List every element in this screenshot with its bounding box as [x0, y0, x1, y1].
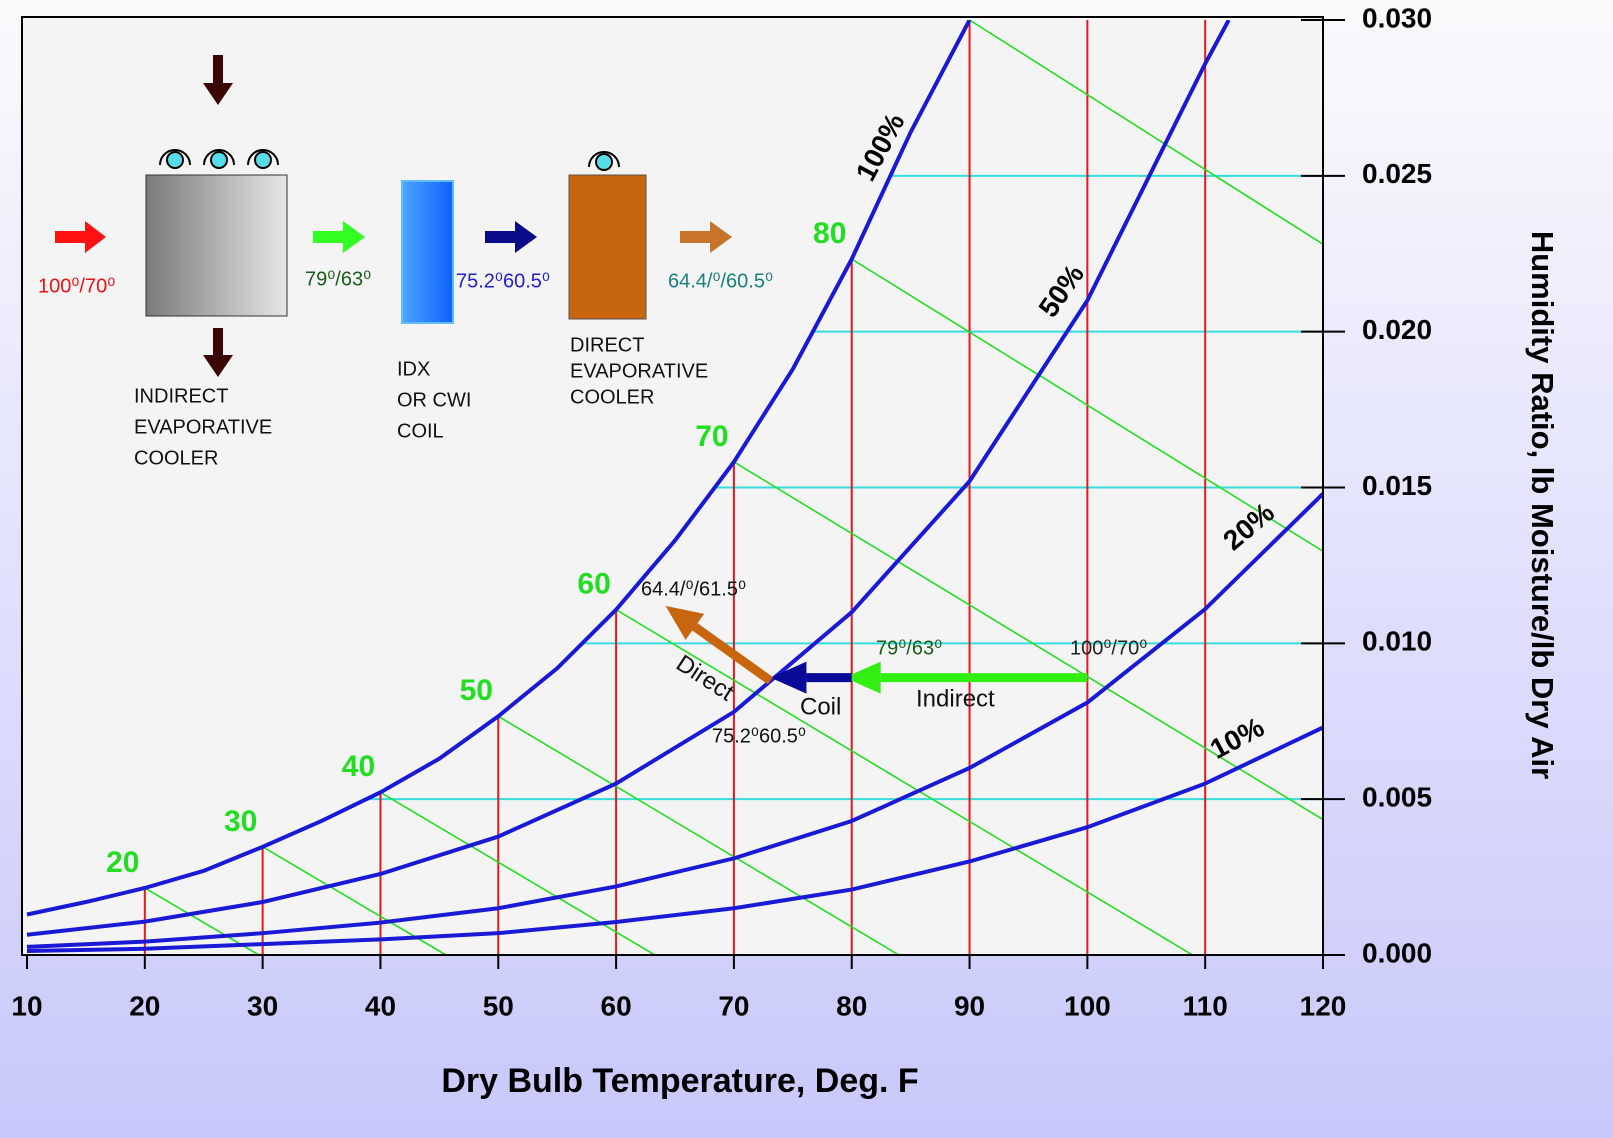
- wet-bulb-line: [851, 258, 1324, 552]
- x-tick-label: 20: [129, 990, 160, 1021]
- wet-bulb-line: [733, 461, 1324, 821]
- x-tick-label: 110: [1183, 990, 1228, 1021]
- state-label: 79⁰/63⁰: [305, 268, 371, 290]
- y-tick-label: 0.005: [1362, 782, 1432, 813]
- wet-bulb-label: 60: [577, 568, 610, 601]
- component-label: IDX: [397, 358, 430, 380]
- fans: [159, 149, 620, 171]
- arrow: [313, 221, 365, 253]
- process-arrowhead: [665, 605, 705, 640]
- schematic: 100⁰/70⁰ 79⁰/63⁰ 75.2⁰60.5⁰ 64.4/⁰/60.5⁰…: [38, 55, 773, 469]
- indirect-cooler-box: [145, 174, 288, 317]
- rh-curve: [26, 725, 1323, 953]
- wet-bulb-line: [380, 791, 656, 956]
- x-tick-label: 80: [836, 990, 867, 1021]
- y-tick-label: 0.015: [1362, 470, 1432, 501]
- x-tick-label: 30: [247, 990, 278, 1021]
- y-tick-label: 0.025: [1362, 158, 1432, 189]
- fan: [254, 151, 272, 169]
- component-label: EVAPORATIVE: [570, 360, 708, 382]
- process-label: Coil: [800, 693, 841, 720]
- component-label: COOLER: [134, 447, 218, 469]
- process-arrowhead: [770, 661, 807, 694]
- state-label: 64.4/⁰/60.5⁰: [668, 270, 773, 292]
- wet-bulb-label: 30: [224, 805, 257, 838]
- state-label: 64.4/⁰/61.5⁰: [641, 578, 746, 600]
- state-label: 75.2⁰60.5⁰: [456, 270, 550, 292]
- state-label: 100⁰/70⁰: [1070, 637, 1147, 659]
- x-axis-label: Dry Bulb Temperature, Deg. F: [441, 1062, 918, 1100]
- component-label: INDIRECT: [134, 385, 228, 407]
- arrow: [203, 328, 233, 377]
- fan: [210, 151, 228, 169]
- component-label: DIRECT: [570, 334, 644, 356]
- state-label: 75.2⁰60.5⁰: [712, 725, 806, 747]
- component-label: OR CWI: [397, 389, 471, 411]
- process-label: Indirect: [916, 685, 995, 712]
- diagram-labels: 100⁰/70⁰ 79⁰/63⁰ 75.2⁰60.5⁰ 64.4/⁰/60.5⁰…: [38, 268, 773, 469]
- rh-curve: [26, 20, 972, 917]
- x-tick-label: 40: [365, 990, 396, 1021]
- fan: [595, 153, 613, 171]
- x-tick-label: 90: [954, 990, 985, 1021]
- x-tick-label: 100: [1064, 990, 1111, 1021]
- x-tick-label: 120: [1300, 990, 1347, 1021]
- wet-bulb-line: [615, 608, 1193, 956]
- y-tick-label: 0.010: [1362, 626, 1432, 657]
- direct-cooler-box: [568, 174, 647, 320]
- process-line: [692, 623, 774, 685]
- component-label: COOLER: [570, 386, 654, 408]
- flow-arrows: [55, 55, 732, 377]
- wet-bulb-label: 80: [813, 217, 846, 250]
- y-tick-label: 0.030: [1362, 2, 1432, 33]
- fan-hood: [247, 149, 279, 166]
- x-tick-label: 10: [11, 990, 42, 1021]
- wet-bulb-label: 20: [106, 846, 139, 879]
- state-label: 100⁰/70⁰: [38, 275, 115, 297]
- coil-box: [401, 180, 454, 324]
- y-tick-label: 0.020: [1362, 314, 1432, 345]
- plot-layer: 20304050607080100%50%20%10%IndirectCoilD…: [11, 2, 1432, 1021]
- rh-curve: [26, 20, 1231, 937]
- x-tick-label: 60: [601, 990, 632, 1021]
- wet-bulb-label: 40: [342, 750, 375, 783]
- x-tick-label: 70: [718, 990, 749, 1021]
- rh-curve: [26, 492, 1323, 949]
- state-label: 79⁰/63⁰: [876, 637, 942, 659]
- y-tick-label: 0.000: [1362, 937, 1432, 968]
- fan-hood: [203, 149, 235, 166]
- arrow: [680, 221, 732, 253]
- fan-hood: [588, 151, 620, 168]
- process-arrowhead: [844, 661, 881, 694]
- x-tick-label: 50: [483, 990, 514, 1021]
- wet-bulb-label: 50: [460, 674, 493, 707]
- wet-bulb-label: 70: [695, 420, 728, 453]
- arrow: [55, 221, 106, 253]
- wet-bulb-line: [497, 715, 900, 956]
- y-axis-label: Humidity Ratio, lb Moisture/lb Dry Air: [1525, 231, 1560, 779]
- wet-bulb-line: [969, 19, 1324, 245]
- component-label: EVAPORATIVE: [134, 416, 272, 438]
- fan: [166, 151, 184, 169]
- component-label: COIL: [397, 420, 444, 442]
- fan-hood: [159, 149, 191, 166]
- arrow: [485, 221, 537, 253]
- arrow: [203, 55, 233, 105]
